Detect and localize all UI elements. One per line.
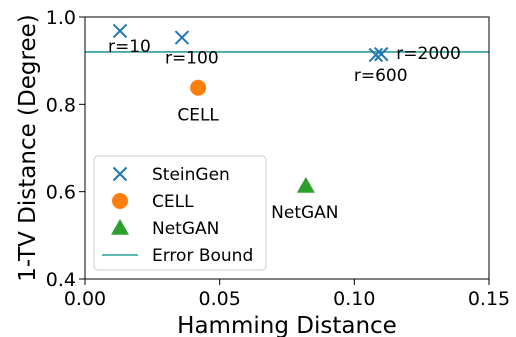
- legend-marker: [111, 219, 129, 235]
- x-marker-stroke: [174, 30, 190, 45]
- data-point: [368, 47, 384, 63]
- x-tick-label: 0.15: [468, 288, 510, 310]
- legend: SteinGen CELL NetGAN Error Bound: [93, 155, 267, 271]
- point-annotation: r=100: [165, 49, 219, 69]
- x-axis-ticks: 0.00 0.05 0.10 0.15: [64, 279, 510, 310]
- y-axis-label: 1-TV Distance (Degree): [15, 14, 41, 281]
- x-tick-label: 0.00: [64, 288, 106, 310]
- legend-marker: [112, 193, 128, 209]
- y-tick-label: 0.8: [46, 94, 76, 116]
- legend-box: [93, 155, 267, 271]
- data-point: [112, 23, 128, 39]
- x-axis-label: Hamming Distance: [177, 313, 397, 337]
- x-marker-stroke: [112, 166, 128, 182]
- x-tick-label: 0.10: [333, 288, 375, 310]
- legend-entry-label: SteinGen: [152, 165, 230, 185]
- x-marker-stroke: [368, 47, 384, 63]
- y-tick-label: 1.0: [46, 7, 76, 29]
- legend-entry-label: Error Bound: [152, 246, 253, 266]
- plot-area-frame: [84, 16, 490, 280]
- x-tick-label: 0.05: [199, 288, 241, 310]
- legend-entry-label: CELL: [152, 192, 194, 212]
- legend-entry-label: NetGAN: [152, 219, 219, 239]
- data-point: [190, 79, 207, 96]
- legend-marker: [112, 166, 128, 182]
- point-annotation: r=2000: [396, 44, 461, 64]
- point-annotation: CELL: [177, 106, 219, 126]
- y-axis-ticks: 0.4 0.6 0.8 1.0: [46, 7, 85, 291]
- data-point: [296, 176, 315, 193]
- point-annotation: NetGAN: [271, 203, 338, 223]
- point-annotation: r=10: [108, 37, 151, 57]
- data-point: [174, 30, 190, 45]
- x-marker-stroke: [112, 23, 128, 39]
- x-marker-stroke: [374, 46, 389, 62]
- data-point-layer: [112, 23, 389, 193]
- y-tick-label: 0.6: [46, 182, 76, 204]
- data-point: [374, 46, 389, 62]
- y-tick-label: 0.4: [46, 269, 76, 291]
- point-annotation: r=600: [354, 66, 408, 86]
